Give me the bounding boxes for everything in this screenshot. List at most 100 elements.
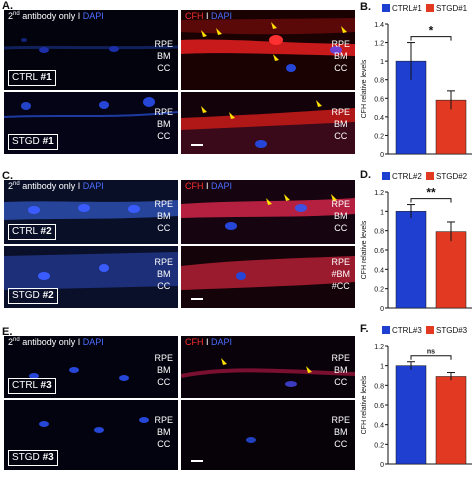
legend-swatch xyxy=(426,326,434,334)
sample-label: CTRL #3 xyxy=(8,378,56,394)
panel-label-a: A. xyxy=(2,0,13,12)
y-tick-label: 0.4 xyxy=(374,267,384,274)
micrograph-stgd-2-cfh: CFH I DAPI RPE BM CC xyxy=(181,180,355,244)
scale-bar xyxy=(191,298,203,300)
y-tick-label: 0 xyxy=(380,152,384,159)
micrograph-image xyxy=(4,92,178,154)
chart-svg: D. CTRL#2 STGD#2 0 0.2 0.4 0.6 0.8 1 1.2 CFH relat… xyxy=(360,169,472,313)
micrograph-stgd-3-cfh: CFH I DAPI RPE BM CC xyxy=(181,336,355,398)
chart-svg: F. CTRL#3 STGD#3 0 0.2 0.4 0.6 0.8 1 1.2 CFH relat… xyxy=(360,323,472,469)
micrograph-ctrl-2-secondary: 2nd antibody only I DAPI RPE BM CC CTRL #2 xyxy=(4,180,178,244)
y-tick-label: 0.2 xyxy=(374,287,384,294)
y-axis-label: CFH relative levels xyxy=(361,59,368,118)
chart-svg: B. CTRL#1 STGD#1 0 0.2 0.4 0.6 0.8 1 1.2 1.4 CFH re… xyxy=(360,1,472,159)
significance-bracket xyxy=(410,36,452,41)
micrograph-image xyxy=(4,246,178,308)
bar-ctrl-2 xyxy=(395,211,427,309)
y-tick-label: 0.4 xyxy=(374,115,384,122)
bar-ctrl-3 xyxy=(395,365,427,465)
y-tick-label: 1.2 xyxy=(374,41,384,48)
panel-label-e: E. xyxy=(2,326,13,338)
layer-labels: RPE BM CC xyxy=(154,39,173,73)
legend-swatch xyxy=(382,326,390,334)
y-tick-label: 1.2 xyxy=(374,344,384,351)
y-axis-label: CFH relative levels xyxy=(361,375,368,434)
y-tick-label: 0 xyxy=(380,462,384,469)
scale-bar xyxy=(191,460,203,462)
micrograph-image xyxy=(181,92,355,154)
sample-label: STGD #2 xyxy=(8,288,58,304)
legend-label: STGD#2 xyxy=(436,172,468,181)
y-tick-label: 1 xyxy=(380,209,384,216)
micrograph-ctrl-3-secondary: 2nd antibody only I DAPI RPE BM CC CTRL #3 xyxy=(4,336,178,398)
layer-labels: RPE BM CC xyxy=(154,415,173,449)
micrograph-stgd-1-cfh: CFH I DAPI RPE BM CC xyxy=(181,10,355,90)
layer-labels: RPE BM CC xyxy=(331,415,350,449)
sample-label: CTRL #2 xyxy=(8,224,56,240)
sample-label: CTRL #1 xyxy=(8,70,56,86)
y-tick-label: 0.8 xyxy=(374,383,384,390)
legend-swatch xyxy=(382,172,390,180)
layer-labels: RPE BM CC xyxy=(154,353,173,387)
legend-label: STGD#1 xyxy=(436,4,468,13)
panel-label-c: C. xyxy=(2,170,13,182)
legend-label: CTRL#1 xyxy=(392,4,422,13)
micrograph-stgd-2-cfh-b: RPE #BM #CC xyxy=(181,246,355,308)
panel-title: 2nd antibody only I DAPI xyxy=(8,181,104,191)
bar-stgd-2 xyxy=(435,231,467,309)
chart-b: B. CTRL#1 STGD#1 0 0.2 0.4 0.6 0.8 1 1.2 1.4 CFH re… xyxy=(360,0,474,162)
sample-label: STGD #1 xyxy=(8,134,58,150)
significance-bracket xyxy=(410,198,452,203)
y-tick-label: 0.6 xyxy=(374,403,384,410)
layer-labels: RPE BM CC xyxy=(331,199,350,233)
micrograph-image xyxy=(181,246,355,308)
micrograph-stgd-2-secondary: RPE BM CC STGD #2 xyxy=(4,246,178,308)
panel-label: B. xyxy=(360,1,371,13)
micrograph-stgd-1-cfh-b: RPE BM CC xyxy=(181,92,355,154)
y-tick-label: 0.2 xyxy=(374,442,384,449)
layer-labels: RPE BM CC xyxy=(331,39,350,73)
chart-f: F. CTRL#3 STGD#3 0 0.2 0.4 0.6 0.8 1 1.2 CFH relat… xyxy=(360,322,474,472)
micrograph-ctrl-1-secondary: 2nd antibody only I DAPI RPE BM CC CTRL #1 xyxy=(4,10,178,90)
legend-swatch xyxy=(382,4,390,12)
panel-label: F. xyxy=(360,323,369,335)
y-tick-label: 0.6 xyxy=(374,96,384,103)
scale-bar xyxy=(191,144,203,146)
micrograph-stgd-3-secondary: RPE BM CC STGD #3 xyxy=(4,400,178,470)
legend-label: CTRL#3 xyxy=(392,326,422,335)
chart-d: D. CTRL#2 STGD#2 0 0.2 0.4 0.6 0.8 1 1.2 CFH relat… xyxy=(360,168,474,316)
legend-label: CTRL#2 xyxy=(392,172,422,181)
sample-label: STGD #3 xyxy=(8,450,58,466)
bar-stgd-3 xyxy=(435,376,467,465)
panel-title: CFH I DAPI xyxy=(185,11,233,21)
panel-title: 2nd antibody only I DAPI xyxy=(8,337,104,347)
y-tick-label: 0.6 xyxy=(374,248,384,255)
micrograph-image xyxy=(181,180,355,244)
panel-title: CFH I DAPI xyxy=(185,181,233,191)
significance-bracket xyxy=(410,355,452,360)
layer-labels: RPE BM CC xyxy=(331,107,350,141)
significance-label: ** xyxy=(426,186,436,200)
layer-labels: RPE BM CC xyxy=(154,107,173,141)
micrograph-image xyxy=(4,180,178,244)
legend-swatch xyxy=(426,172,434,180)
micrograph-stgd-3-cfh-b: RPE BM CC xyxy=(181,400,355,470)
y-tick-label: 0.2 xyxy=(374,133,384,140)
layer-labels: RPE #BM #CC xyxy=(331,257,350,291)
y-tick-label: 1.4 xyxy=(374,22,384,29)
panel-label: D. xyxy=(360,169,371,181)
y-axis-label: CFH relative levels xyxy=(361,220,368,279)
micrograph-image xyxy=(4,400,178,470)
micrograph-image xyxy=(4,336,178,398)
layer-labels: RPE BM CC xyxy=(331,353,350,387)
y-tick-label: 0.4 xyxy=(374,423,384,430)
y-tick-label: 1 xyxy=(380,59,384,66)
panel-title: 2nd antibody only I DAPI xyxy=(8,11,104,21)
micrograph-image xyxy=(181,10,355,90)
y-tick-label: 1.2 xyxy=(374,190,384,197)
legend-label: STGD#3 xyxy=(436,326,468,335)
significance-label: ns xyxy=(427,349,435,356)
legend-swatch xyxy=(426,4,434,12)
panel-title: CFH I DAPI xyxy=(185,337,233,347)
micrograph-stgd-1-secondary: RPE BM CC STGD #1 xyxy=(4,92,178,154)
